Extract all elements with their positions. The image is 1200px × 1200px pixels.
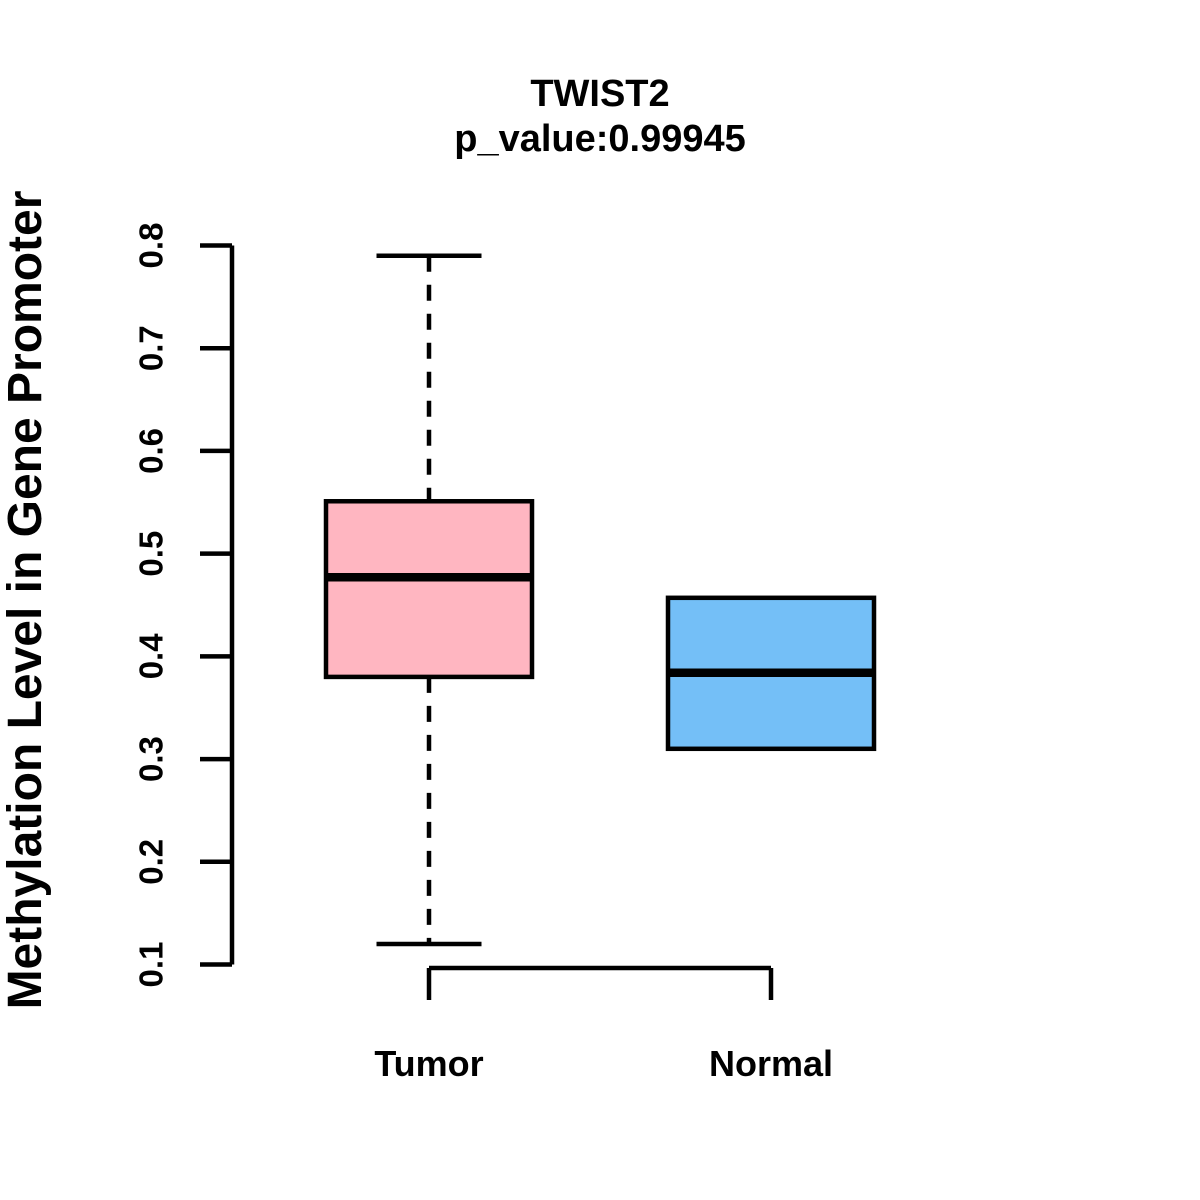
y-tick-label: 0.8 xyxy=(133,223,170,269)
y-tick-label: 0.4 xyxy=(133,633,170,680)
y-tick-label: 0.1 xyxy=(133,942,170,988)
chart-title: TWIST2 xyxy=(530,73,670,115)
y-tick-label: 0.6 xyxy=(133,428,170,474)
y-tick-label: 0.3 xyxy=(133,736,170,782)
y-tick-label: 0.5 xyxy=(133,531,170,577)
x-category-label: Tumor xyxy=(374,1043,483,1084)
chart-subtitle: p_value:0.99945 xyxy=(454,118,746,160)
x-category-label: Normal xyxy=(709,1043,833,1084)
y-tick-label: 0.7 xyxy=(133,325,170,371)
y-tick-label: 0.2 xyxy=(133,839,170,885)
iqr-box-tumor xyxy=(323,499,535,680)
